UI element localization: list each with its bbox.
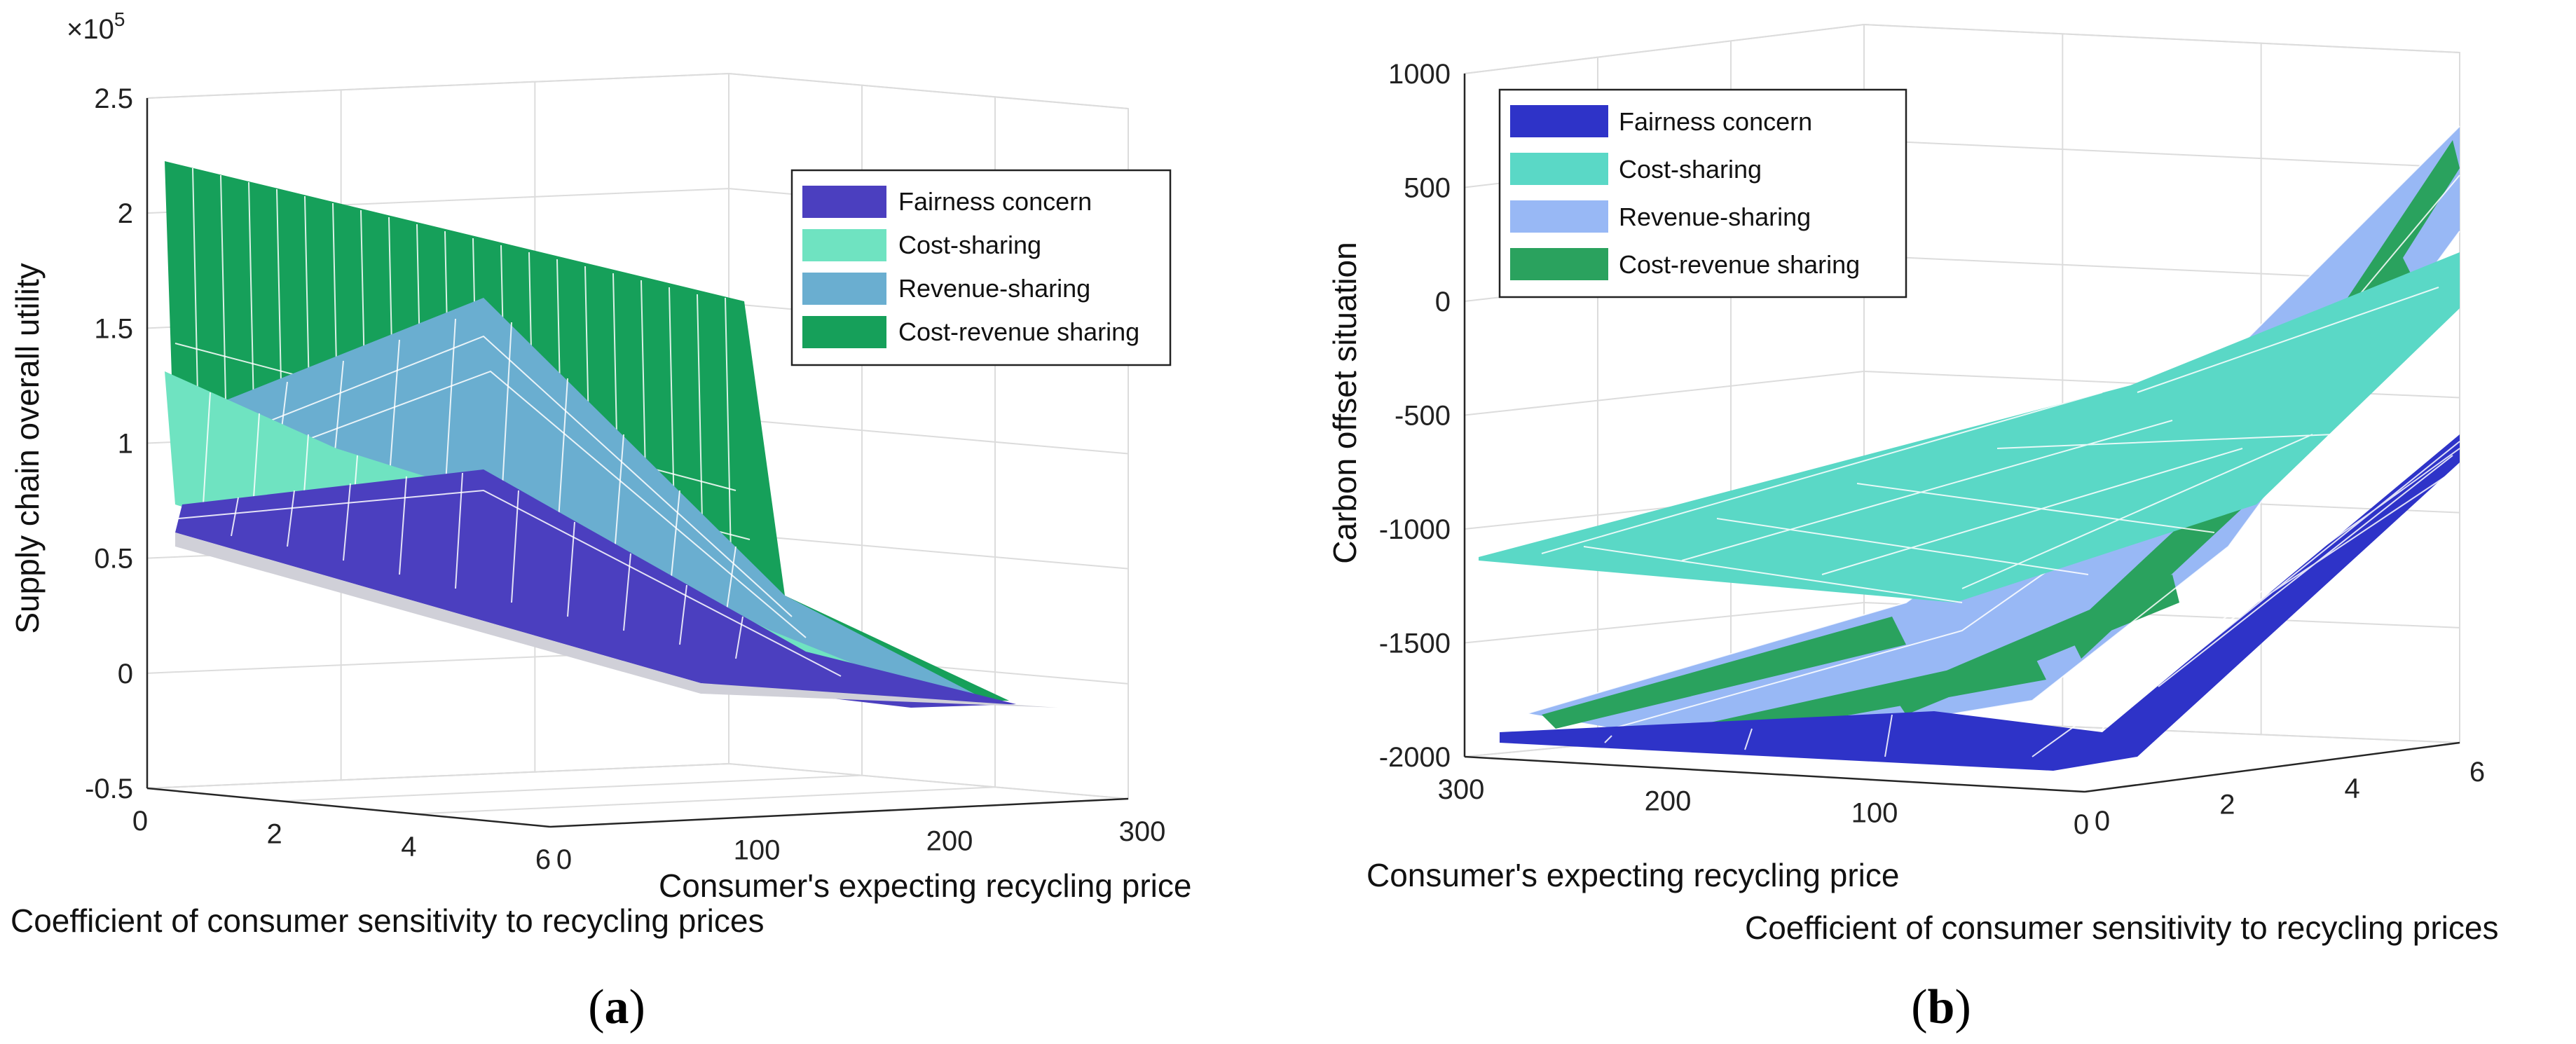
- panel-b-y-axis: [2084, 741, 2460, 793]
- panel-a-y-tick-3: 300: [1119, 816, 1166, 847]
- panel-a-z-tick-6: 2.5: [94, 83, 133, 114]
- panel-b-z-tick-6: 1000: [1388, 59, 1451, 90]
- surface-fairness-concern-a: [175, 469, 1058, 708]
- panel-b-z-tick-4: 0: [1435, 287, 1451, 317]
- panel-a-z-tick-4: 1.5: [94, 313, 133, 344]
- panel-a-x-axis: [146, 787, 551, 828]
- panel-b-z-ticks: -2000 -1500 -1000 -500 0 500 1000: [1379, 59, 1451, 773]
- panel-b-y-tick-0: 0: [2095, 806, 2110, 837]
- legend-swatch-revenue-sharing-b: [1510, 200, 1608, 233]
- panel-a-x-ticks: 0 2 4 6: [132, 806, 551, 875]
- legend-label-revenue-sharing-b: Revenue-sharing: [1619, 202, 1811, 231]
- panel-b-y-tick-2: 4: [2345, 773, 2360, 804]
- panel-a-x-tick-0: 0: [132, 806, 148, 837]
- legend-label-cost-revenue-sharing-a: Cost-revenue sharing: [898, 317, 1139, 346]
- panel-b-x-tick-1: 200: [1645, 786, 1692, 817]
- panel-a-x-tick-1: 2: [267, 818, 282, 849]
- legend-label-cost-sharing-b: Cost-sharing: [1619, 155, 1762, 184]
- panel-a-y-tick-1: 100: [734, 835, 781, 866]
- legend-label-revenue-sharing-a: Revenue-sharing: [898, 274, 1090, 303]
- legend-swatch-cost-revenue-sharing-b: [1510, 248, 1608, 280]
- panel-b-x-tick-0: 300: [1438, 774, 1485, 805]
- panel-a-y-label: Consumer's expecting recycling price: [659, 867, 1191, 904]
- panel-a-y-tick-0: 0: [556, 844, 572, 875]
- surface-cost-sharing-b: [1479, 252, 2460, 603]
- panel-a-x-tick-2: 4: [401, 832, 416, 863]
- panel-b-y-tick-3: 6: [2469, 757, 2485, 788]
- panel-b-x-ticks: 300 200 100 0: [1438, 774, 2090, 840]
- legend-label-cost-revenue-sharing-b: Cost-revenue sharing: [1619, 250, 1860, 279]
- panel-a-y-ticks: 0 100 200 300: [556, 816, 1166, 875]
- panel-a-exponent-label: ×105: [67, 8, 125, 45]
- panel-b-z-tick-1: -1500: [1379, 629, 1451, 659]
- panel-a-z-label: Supply chain overall utility: [9, 263, 46, 633]
- panel-b-caption: (b): [1911, 980, 1971, 1034]
- panel-a-y-axis: [549, 797, 1129, 828]
- legend-swatch-fairness-concern-a: [802, 186, 886, 218]
- panel-b-y-tick-1: 2: [2219, 790, 2235, 820]
- legend-swatch-revenue-sharing-a: [802, 273, 886, 305]
- panel-b-z-tick-2: -1000: [1379, 514, 1451, 545]
- legend-label-fairness-concern-a: Fairness concern: [898, 187, 1092, 216]
- panel-b-legend: Fairness concern Cost-sharing Revenue-sh…: [1498, 88, 1907, 298]
- panel-b-x-tick-2: 100: [1851, 797, 1898, 828]
- legend-label-fairness-concern-b: Fairness concern: [1619, 107, 1812, 136]
- panel-b-x-axis: [1464, 755, 2085, 793]
- surface-fairness-concern-b: [1500, 434, 2460, 771]
- panel-a-z-tick-1: 0: [118, 659, 133, 689]
- panel-b-x-label: Consumer's expecting recycling price: [1366, 857, 1899, 893]
- panel-a-z-ticks: -0.5 0 0.5 1 1.5 2 2.5: [85, 83, 133, 804]
- panel-b-x-tick-3: 0: [2074, 809, 2089, 840]
- legend-label-cost-sharing-a: Cost-sharing: [898, 231, 1041, 259]
- panel-a-z-tick-3: 1: [118, 429, 133, 460]
- legend-swatch-cost-sharing-b: [1510, 153, 1608, 185]
- panel-a-x-tick-3: 6: [535, 844, 551, 875]
- panel-a-z-tick-2: 0.5: [94, 544, 133, 575]
- panel-b-z-tick-0: -2000: [1379, 742, 1451, 773]
- panel-a-x-label: Coefficient of consumer sensitivity to r…: [11, 902, 764, 939]
- panel-a-caption: (a): [588, 980, 645, 1034]
- panel-b-y-label: Coefficient of consumer sensitivity to r…: [1745, 909, 2498, 946]
- panel-a-y-tick-2: 200: [926, 825, 973, 856]
- panel-b-z-tick-5: 500: [1404, 173, 1451, 204]
- legend-swatch-fairness-concern-b: [1510, 105, 1608, 137]
- panel-a-legend: Fairness concern Cost-sharing Revenue-sh…: [790, 169, 1172, 366]
- panel-b-z-label: Carbon offset situation: [1327, 242, 1363, 563]
- legend-swatch-cost-revenue-sharing-a: [802, 316, 886, 348]
- panel-a-z-tick-0: -0.5: [85, 774, 133, 804]
- legend-swatch-cost-sharing-a: [802, 229, 886, 261]
- panel-b-z-tick-3: -500: [1395, 401, 1451, 432]
- panel-b-y-ticks: 0 2 4 6: [2095, 757, 2485, 837]
- panel-a-z-tick-5: 2: [118, 198, 133, 229]
